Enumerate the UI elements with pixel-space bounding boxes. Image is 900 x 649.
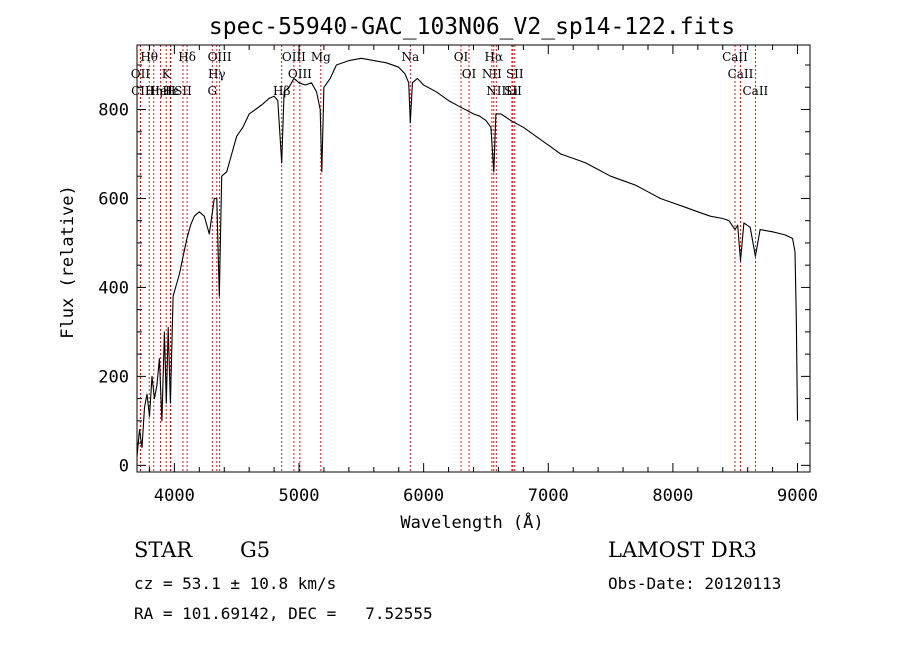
x-tick-label: 6000 <box>403 486 444 506</box>
x-tick-label: 7000 <box>528 486 569 506</box>
spectral-line-label: Hα <box>485 50 504 64</box>
plot-frame <box>136 44 811 473</box>
spectral-line-label: NII <box>482 67 502 81</box>
spectral-line-label: Hθ <box>140 50 158 64</box>
spectral-line-label: SII <box>506 67 524 81</box>
spectral-line-label: SII <box>174 84 192 98</box>
object-class: STAR <box>134 538 193 562</box>
spectral-line-label: OII <box>131 67 151 81</box>
spectral-line-label: SII <box>504 84 522 98</box>
spectral-line-label: NII <box>486 84 506 98</box>
spectral-line-label: Mg <box>311 50 331 64</box>
y-tick-label: 0 <box>119 456 129 476</box>
chart-title: spec-55940-GAC_103N06_V2_sp14-122.fits <box>209 14 735 40</box>
x-tick-label: 4000 <box>154 486 195 506</box>
survey-name: LAMOST DR3 <box>608 538 757 562</box>
spectral-line-label: CaII <box>722 50 748 64</box>
x-tick-label: 8000 <box>652 486 693 506</box>
spectrum-line <box>136 57 799 457</box>
spectral-line-label: K <box>162 67 172 81</box>
spectral-line-markers <box>139 45 756 472</box>
x-tick-label: 9000 <box>777 486 818 506</box>
spectral-line-label: OI <box>454 50 469 64</box>
observation-date: Obs-Date: 20120113 <box>608 574 782 593</box>
y-axis-label: Flux (relative) <box>58 185 78 339</box>
x-axis-label: Wavelength (Å) <box>400 511 543 533</box>
spectral-line-label: Na <box>401 50 419 64</box>
y-tick-label: 600 <box>98 189 129 209</box>
object-subclass: G5 <box>240 538 271 562</box>
redshift-readout: cz = 53.1 ± 10.8 km/s <box>134 574 337 593</box>
spectral-line-label: Hδ <box>178 50 196 64</box>
spectral-line-label: Hε <box>162 84 179 98</box>
spectral-line-label: OI <box>462 67 477 81</box>
spectral-line-label: CII <box>131 84 150 98</box>
spectral-line-label: CaII <box>728 67 754 81</box>
coordinates-readout: RA = 101.69142, DEC = 7.52555 <box>134 604 433 623</box>
spectral-line-label: H <box>165 84 175 98</box>
spectral-line-label: Li <box>506 84 518 98</box>
spectral-line-label: Hβ <box>273 84 290 98</box>
spectral-line-label: OIII <box>208 50 232 64</box>
spectral-line-label: CaII <box>742 84 768 98</box>
x-tick-label: 5000 <box>279 486 320 506</box>
spectral-line-label: Hγ <box>208 67 226 81</box>
y-tick-label: 400 <box>98 278 129 298</box>
spectral-line-label: HeI <box>149 84 172 98</box>
y-axis-ticks: 0 200 400 600 800 <box>98 64 810 476</box>
spectral-line-label: Hη <box>145 84 163 98</box>
spectral-line-label: G <box>208 84 218 98</box>
spectral-line-label: OIII <box>288 67 312 81</box>
y-tick-label: 800 <box>98 100 129 120</box>
x-axis-ticks: 4000 5000 6000 7000 8000 9000 <box>148 45 818 506</box>
y-tick-label: 200 <box>98 367 129 387</box>
spectral-line-label: OIII <box>282 50 306 64</box>
